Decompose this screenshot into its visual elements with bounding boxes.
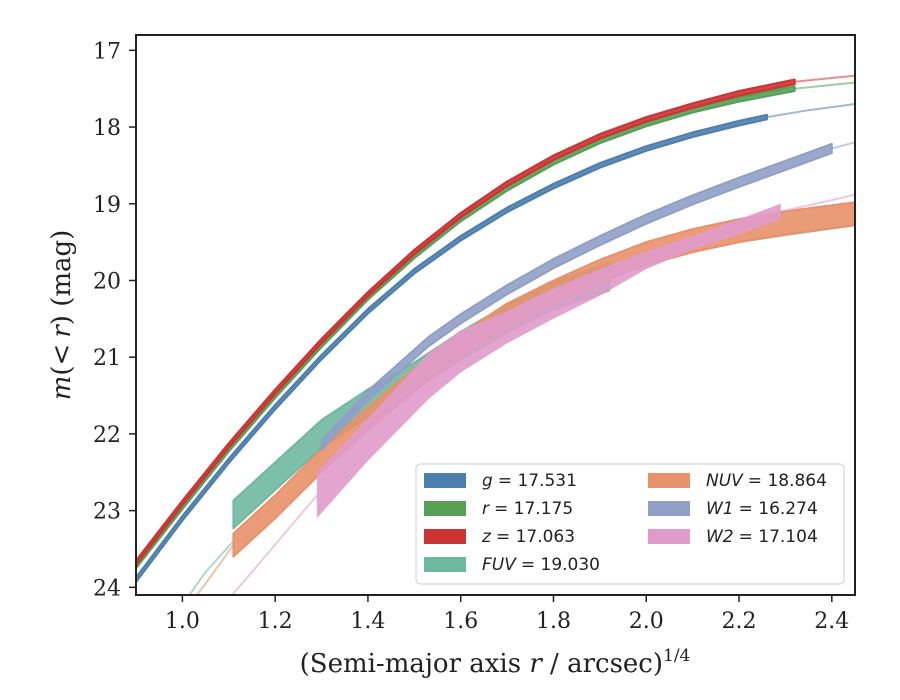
series-z-extrapolation [794, 74, 855, 83]
y-tick-label: 21 [93, 346, 121, 371]
legend-box [415, 463, 845, 585]
x-tick-label: 2.4 [814, 609, 849, 634]
y-tick-label: 19 [93, 193, 121, 218]
legend-swatch-g [424, 473, 466, 488]
series-g-band [136, 113, 768, 583]
x-tick-label: 1.8 [536, 609, 571, 634]
series-fuv-extrapolation [188, 540, 235, 595]
x-tick-label: 1.2 [258, 609, 293, 634]
legend-swatch-z [424, 529, 466, 544]
series-w1-extrapolation [831, 141, 855, 150]
legend-swatch-w2 [648, 529, 690, 544]
series-g-extrapolation [766, 103, 855, 119]
legend-label-nuv: NUV = 18.864 [706, 471, 827, 491]
axis-ticks: 1.0 1.2 1.4 1.6 1.8 2.0 2.2 2.4 17 18 19 20 21 22 23 24 [93, 39, 849, 634]
series-w2-extrapolation-outer [780, 193, 855, 213]
legend-swatch-w1 [648, 501, 690, 516]
y-tick-label: 20 [93, 269, 121, 294]
plot-area [136, 74, 855, 595]
x-tick-label: 1.6 [443, 609, 478, 634]
legend-swatch-fuv [424, 557, 466, 572]
x-axis-label: (Semi-major axis r / arcsec)1/4 [300, 646, 691, 679]
legend-label-r: r = 17.175 [482, 499, 573, 519]
x-tick-label: 2.2 [722, 609, 757, 634]
legend: g = 17.531 r = 17.175 z = 17.063 FUV = 19.030 NU… [415, 463, 845, 585]
legend-label-z: z = 17.063 [481, 527, 575, 547]
x-tick-label: 2.0 [629, 609, 664, 634]
y-axis-label: m(<r) (mag) [47, 230, 77, 401]
series-r-extrapolation [794, 81, 855, 90]
legend-label-g: g = 17.531 [482, 471, 577, 491]
x-tick-label: 1.0 [165, 609, 200, 634]
y-tick-label: 22 [93, 423, 121, 448]
series-w2-extrapolation [230, 494, 318, 595]
series-w1-band [320, 142, 833, 451]
y-tick-label: 17 [93, 39, 121, 64]
legend-swatch-r [424, 501, 466, 516]
legend-label-w1: W1 = 16.274 [706, 499, 818, 519]
series-w2-band [316, 203, 781, 519]
legend-label-fuv: FUV = 19.030 [482, 555, 600, 575]
x-tick-label: 1.4 [350, 609, 385, 634]
series-nuv-extrapolation [195, 544, 235, 595]
axes-frame [135, 34, 856, 596]
y-tick-label: 23 [93, 500, 121, 525]
series-z-band [136, 78, 796, 567]
legend-swatch-nuv [648, 473, 690, 488]
y-tick-label: 18 [93, 116, 121, 141]
y-tick-label: 24 [93, 576, 121, 601]
legend-label-w2: W2 = 17.104 [706, 527, 818, 547]
